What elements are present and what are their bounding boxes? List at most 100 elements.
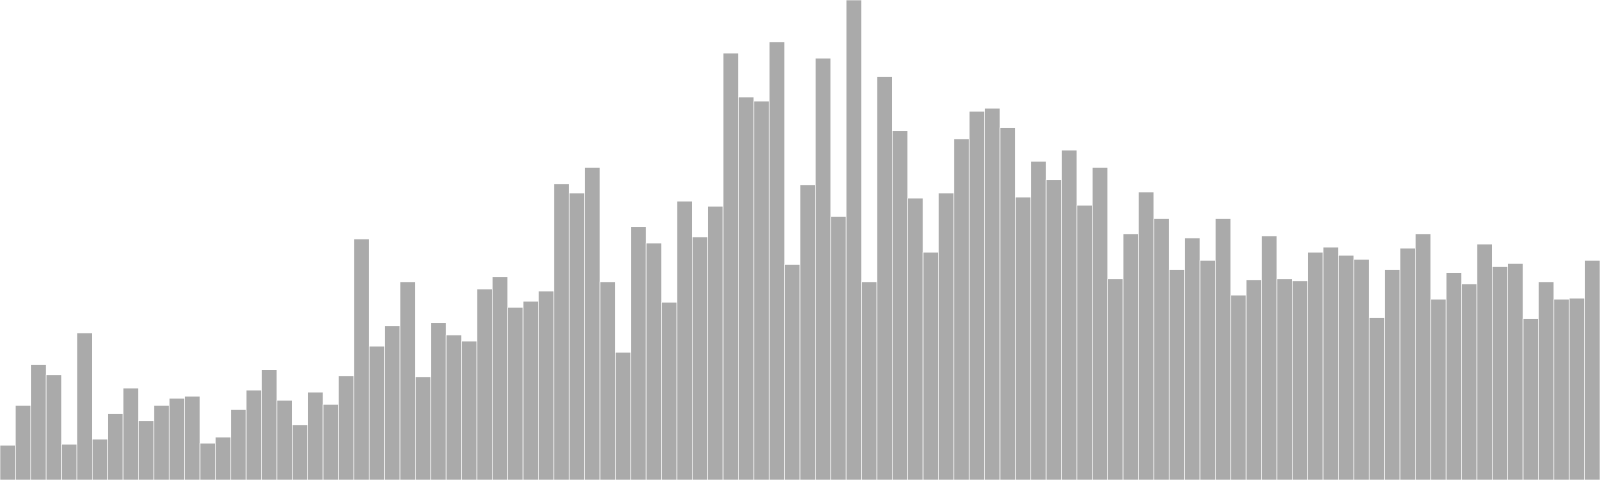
bar (307, 391, 324, 480)
bar (799, 184, 816, 480)
bar (553, 183, 570, 480)
bar (322, 404, 339, 480)
bar (707, 206, 724, 480)
bar (568, 192, 585, 480)
bar (1461, 283, 1478, 480)
bar (445, 334, 462, 480)
bar (1322, 246, 1339, 480)
bar (1476, 243, 1493, 480)
bar (1138, 191, 1155, 480)
bar (168, 397, 185, 480)
bar (1261, 235, 1278, 480)
bar (1553, 298, 1570, 480)
bar (1199, 260, 1216, 480)
bar (1353, 259, 1370, 480)
bar (230, 409, 247, 480)
bar (892, 130, 908, 480)
bar (415, 376, 432, 480)
bar (630, 226, 647, 480)
bar (1215, 218, 1232, 480)
bar (92, 438, 108, 480)
bar (45, 374, 62, 480)
bar (353, 238, 370, 480)
bar (830, 216, 847, 480)
bar (1153, 218, 1170, 480)
bar (738, 96, 755, 480)
bar (922, 251, 939, 480)
bar (1384, 269, 1401, 480)
bar (1538, 281, 1555, 480)
bar (1245, 279, 1262, 480)
bar (968, 111, 985, 480)
bar (1092, 167, 1108, 480)
bar (61, 443, 78, 480)
bar (692, 236, 708, 480)
bar (876, 76, 893, 480)
bar (507, 307, 524, 480)
bar (461, 340, 478, 480)
bar (476, 288, 493, 480)
bar (1430, 298, 1447, 480)
bar (184, 395, 201, 480)
bar (138, 420, 155, 480)
bar (1076, 204, 1093, 480)
bar (1399, 247, 1416, 480)
bar (1184, 237, 1201, 480)
bar (522, 300, 539, 480)
bar (1522, 318, 1539, 480)
bar (122, 387, 139, 480)
bar (1507, 263, 1524, 480)
bar (676, 200, 693, 480)
bar (984, 107, 1001, 480)
bar (1307, 251, 1324, 480)
bar (1107, 278, 1124, 480)
bar (153, 405, 170, 480)
bar (953, 138, 970, 480)
bar (0, 444, 16, 480)
bar (584, 167, 601, 480)
bar (492, 276, 508, 480)
bar (1045, 179, 1062, 480)
bar (845, 0, 862, 480)
bar (1338, 255, 1355, 480)
bar (907, 197, 924, 480)
bar (938, 192, 955, 480)
bar (276, 400, 293, 480)
bar (722, 52, 739, 480)
bar (1122, 233, 1139, 480)
bar (1368, 317, 1385, 480)
bar (1492, 266, 1508, 480)
bar (368, 345, 385, 480)
bar (645, 242, 662, 480)
bar (199, 442, 216, 480)
bar (1168, 269, 1185, 480)
bar (599, 281, 616, 480)
bar (15, 405, 32, 480)
bar (1415, 233, 1432, 480)
bar (1030, 161, 1047, 480)
bar (430, 322, 447, 480)
bar (815, 57, 832, 480)
bar (245, 389, 262, 480)
bar (107, 413, 124, 480)
bar (661, 301, 678, 480)
bar (753, 100, 770, 480)
bar (215, 436, 232, 480)
bar (1445, 272, 1462, 480)
bar (861, 281, 878, 480)
bar (261, 369, 278, 480)
bar (30, 364, 47, 480)
bar (76, 332, 93, 480)
bar (538, 290, 555, 480)
bar (1061, 149, 1078, 480)
bar (1584, 260, 1600, 480)
bar (768, 41, 785, 480)
bar (1292, 280, 1308, 480)
bar (1015, 196, 1032, 480)
bar (1276, 278, 1293, 480)
bar (399, 281, 416, 480)
bar (338, 375, 355, 480)
